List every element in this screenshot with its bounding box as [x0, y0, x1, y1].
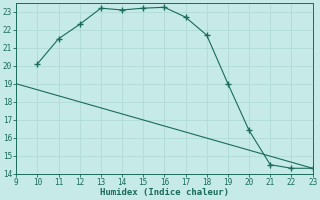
X-axis label: Humidex (Indice chaleur): Humidex (Indice chaleur) — [100, 188, 229, 197]
